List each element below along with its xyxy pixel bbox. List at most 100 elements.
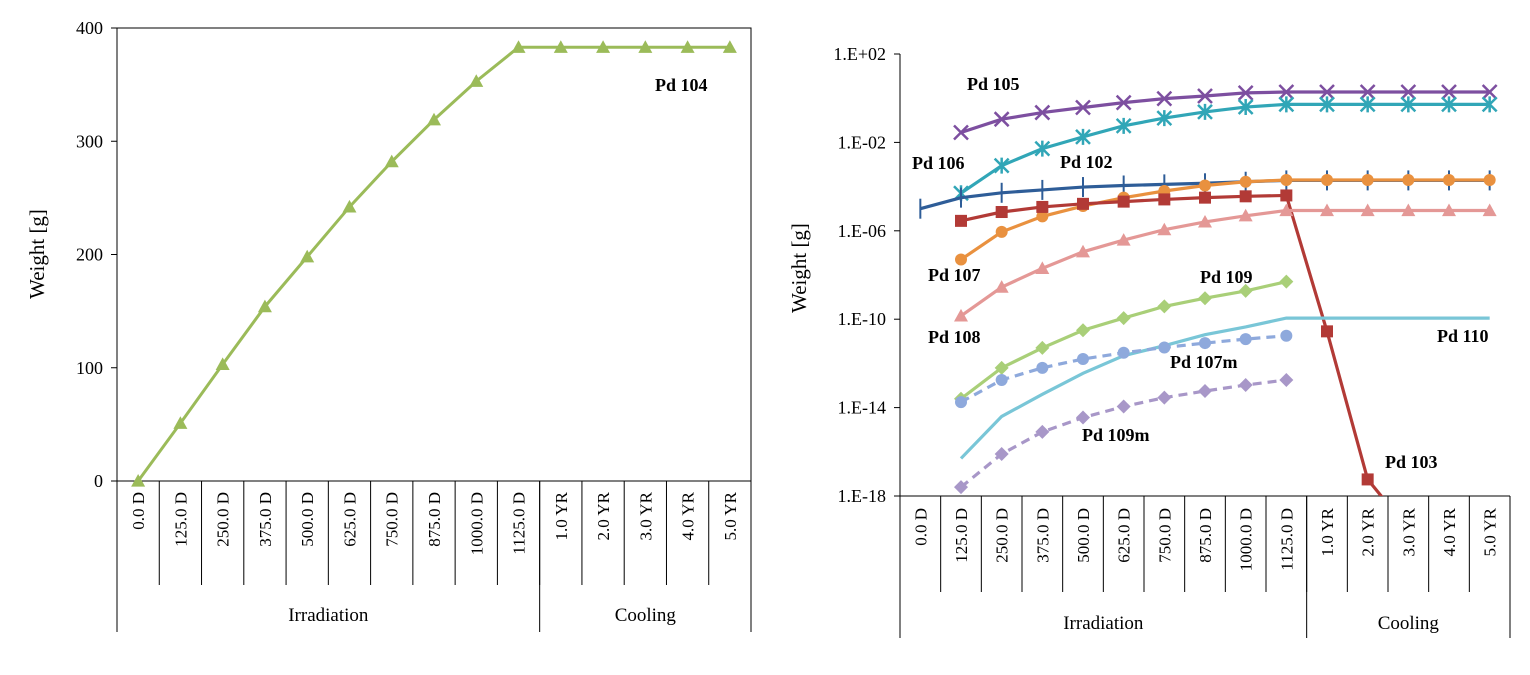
series-label-pd-105: Pd 105 — [967, 74, 1020, 94]
data-point-pd-107 — [1036, 210, 1049, 223]
data-point-pd-109m — [1279, 372, 1294, 387]
series-label-pd-102: Pd 102 — [1060, 152, 1113, 172]
x-tick-label-875-0-d: 875.0 D — [1196, 508, 1215, 563]
data-point-pd-107m — [1117, 346, 1130, 359]
data-point-pd-109 — [1198, 291, 1212, 306]
series-line-pd-104 — [136, 45, 730, 482]
data-point-pd-103 — [1280, 189, 1293, 202]
data-point-pd-108 — [1076, 244, 1090, 258]
data-point-pd-105 — [993, 111, 1010, 128]
data-point-pd-107m — [1077, 352, 1089, 365]
data-point-pd-109 — [1076, 323, 1090, 338]
data-point-pd-104 — [638, 40, 653, 53]
data-point-pd-107 — [1321, 173, 1333, 186]
x-tick-label-125-0-d: 125.0 D — [171, 492, 190, 547]
data-point-pd-106 — [1237, 99, 1254, 116]
data-point-pd-106 — [1156, 110, 1173, 127]
y-tick-label-1-e-10: 1.E-10 — [838, 309, 887, 329]
data-point-pd-109 — [1279, 274, 1294, 289]
data-point-pd-104 — [722, 40, 737, 53]
x-tick-label-2-0-yr: 2.0 YR — [1359, 507, 1378, 556]
x-tick-label-1-0-yr: 1.0 YR — [1318, 507, 1337, 556]
data-point-pd-108 — [1116, 233, 1131, 246]
data-point-pd-108 — [1157, 222, 1172, 236]
x-tick-label-875-0-d: 875.0 D — [425, 492, 444, 547]
plot-area — [116, 27, 752, 482]
data-point-pd-104 — [300, 249, 315, 263]
series-line-pd-107m — [960, 334, 1287, 404]
data-point-pd-104 — [427, 112, 441, 126]
data-point-pd-105 — [1319, 84, 1335, 100]
y-axis-title: Weight [g] — [25, 209, 49, 299]
data-point-pd-105 — [1359, 84, 1376, 100]
data-point-pd-104 — [131, 474, 146, 487]
data-point-pd-106 — [1400, 96, 1417, 113]
x-group-label-cooling: Cooling — [1378, 613, 1440, 634]
data-point-pd-106 — [993, 157, 1010, 174]
data-point-pd-105 — [1278, 84, 1295, 100]
data-point-pd-106 — [1075, 128, 1091, 145]
data-point-pd-104 — [511, 40, 526, 53]
series-label-pd-103: Pd 103 — [1385, 452, 1438, 472]
data-point-pd-105 — [1034, 104, 1051, 121]
x-tick-label-1125-0-d: 1125.0 D — [510, 492, 529, 555]
x-tick-label-375-0-d: 375.0 D — [256, 492, 275, 547]
x-tick-label-500-0-d: 500.0 D — [298, 492, 317, 547]
data-point-pd-107 — [1483, 173, 1496, 186]
y-axis-title: Weight [g] — [787, 223, 811, 313]
y-tick-label-200: 200 — [76, 245, 103, 265]
x-tick-label-250-0-d: 250.0 D — [993, 508, 1012, 563]
left-chart-weight-pd104: 0 100 200 300 400 Weight [g] Irradiation Coolin… — [25, 18, 752, 632]
y-tick-label-400: 400 — [76, 18, 103, 38]
data-point-pd-107m — [1199, 337, 1211, 350]
y-tick-label-1-e-18: 1.E-18 — [838, 486, 887, 506]
y-tick-label-0: 0 — [94, 471, 103, 491]
data-point-pd-107m — [1158, 341, 1171, 354]
data-point-pd-109m — [1116, 399, 1131, 414]
data-point-pd-105 — [1197, 88, 1213, 104]
data-point-pd-109m — [1198, 384, 1212, 399]
data-point-pd-107 — [1361, 173, 1374, 186]
x-tick-label-5-0-yr: 5.0 YR — [721, 491, 740, 540]
series-line-pd-107 — [960, 178, 1490, 261]
data-point-pd-105 — [1115, 94, 1132, 111]
x-tick-label-3-0-yr: 3.0 YR — [1399, 507, 1418, 556]
data-point-pd-108 — [1320, 203, 1334, 217]
data-point-pd-107 — [995, 225, 1008, 238]
data-point-pd-109m — [954, 480, 968, 495]
series-line-pd-110 — [959, 316, 1490, 460]
data-point-pd-105 — [1237, 85, 1254, 101]
data-point-pd-107 — [1402, 173, 1415, 186]
x-tick-label-1125-0-d: 1125.0 D — [1277, 508, 1296, 571]
data-point-pd-107m — [1280, 329, 1293, 342]
data-point-pd-104 — [257, 299, 272, 313]
data-point-pd-109m — [1157, 390, 1172, 405]
y-tick-label-1-e-02: 1.E+02 — [833, 44, 886, 64]
data-point-pd-107 — [1239, 175, 1252, 188]
data-point-pd-105 — [1156, 90, 1173, 107]
data-point-pd-104 — [173, 416, 188, 429]
data-point-pd-109 — [1116, 311, 1131, 326]
data-point-pd-107 — [1199, 179, 1211, 192]
data-point-pd-104 — [469, 74, 484, 87]
data-point-pd-104 — [596, 40, 611, 53]
data-point-pd-107 — [1443, 173, 1455, 186]
data-point-pd-106 — [1278, 96, 1295, 113]
y-tick-label-300: 300 — [76, 131, 103, 151]
x-tick-label-2-0-yr: 2.0 YR — [594, 491, 613, 540]
data-point-pd-103 — [955, 214, 967, 227]
x-tick-label-4-0-yr: 4.0 YR — [1440, 507, 1459, 556]
series-label-pd-104: Pd 104 — [655, 75, 708, 95]
x-tick-label-750-0-d: 750.0 D — [1155, 508, 1174, 563]
data-point-pd-108 — [1360, 203, 1375, 217]
data-point-pd-103 — [995, 206, 1008, 219]
data-point-pd-103 — [1361, 473, 1374, 486]
series-label-pd-110: Pd 110 — [1437, 326, 1489, 346]
x-group-label-irradiation: Irradiation — [288, 605, 369, 626]
data-point-pd-105 — [1075, 99, 1091, 116]
x-tick-label-125-0-d: 125.0 D — [952, 508, 971, 563]
data-point-pd-106 — [1197, 103, 1213, 120]
data-point-pd-105 — [1441, 84, 1457, 100]
data-point-pd-108 — [1401, 203, 1416, 217]
